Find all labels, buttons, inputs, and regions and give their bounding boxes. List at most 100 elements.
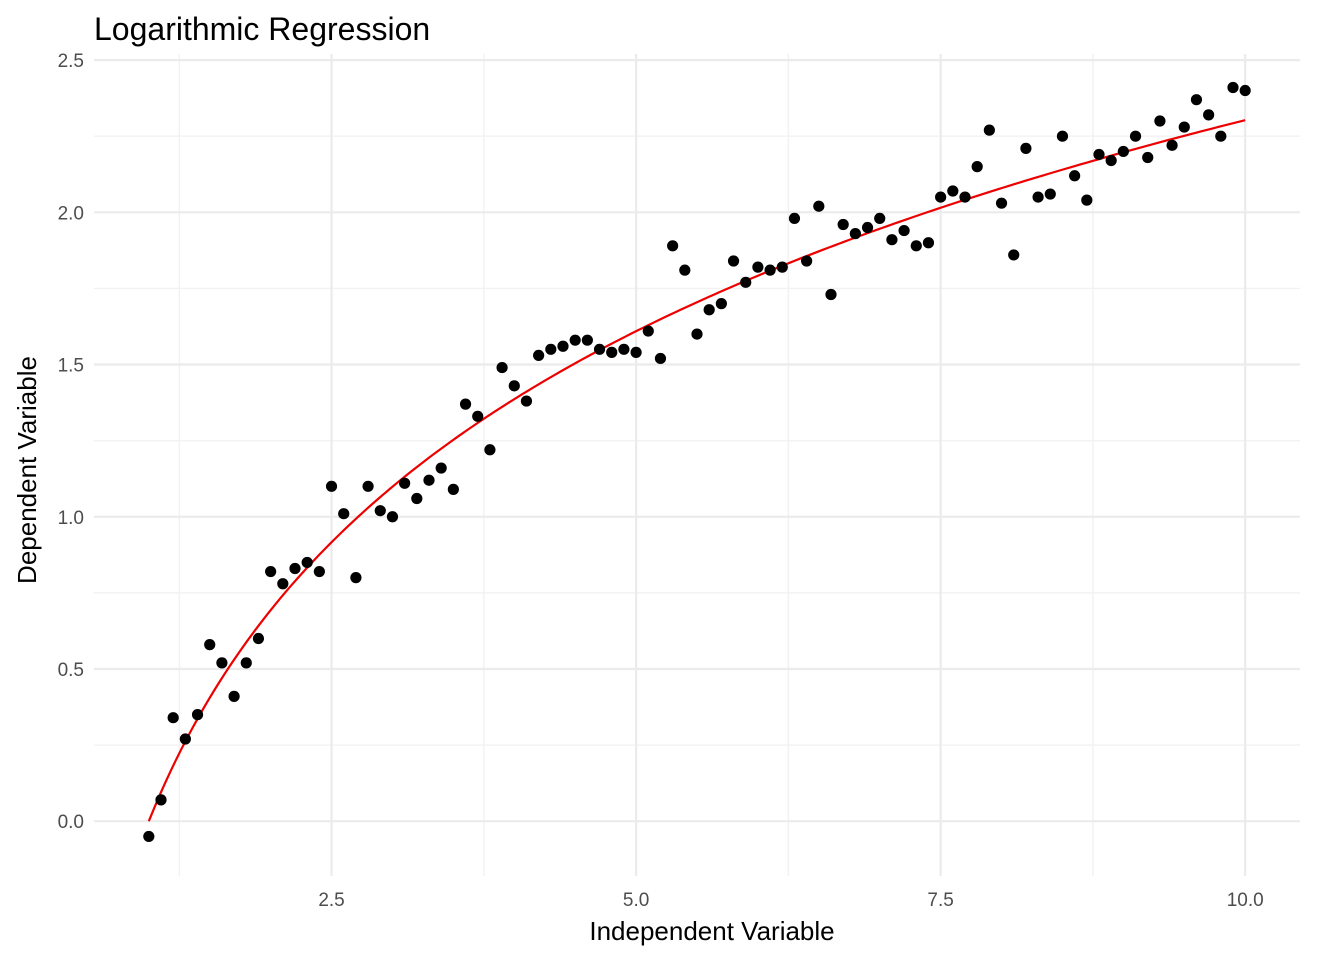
data-point xyxy=(1069,170,1081,182)
data-point xyxy=(861,221,874,234)
data-point xyxy=(191,709,204,721)
data-point xyxy=(849,228,861,240)
data-point xyxy=(1093,148,1105,161)
data-point xyxy=(557,340,569,352)
data-point xyxy=(1178,121,1190,133)
data-point xyxy=(959,191,971,203)
data-point xyxy=(691,328,703,340)
ticks-layer: 2.5 5.0 7.5 10.0 0.0 0.5 1.0 1.5 2.0 2.5 xyxy=(58,51,1264,911)
data-point xyxy=(1190,94,1203,106)
data-point xyxy=(971,161,983,173)
data-point xyxy=(910,240,922,252)
data-point xyxy=(606,346,618,358)
data-point xyxy=(922,237,935,249)
data-point xyxy=(447,483,459,495)
x-axis-title: Independent Variable xyxy=(589,916,834,946)
data-point xyxy=(825,288,837,301)
grid xyxy=(94,54,1300,876)
data-point xyxy=(874,212,886,224)
data-point xyxy=(472,410,484,422)
fit-layer xyxy=(147,119,1246,822)
data-point xyxy=(618,343,630,355)
data-point xyxy=(995,197,1008,209)
data-point xyxy=(764,264,776,276)
points-layer xyxy=(143,81,1251,843)
data-point xyxy=(265,565,277,578)
data-point xyxy=(1239,84,1251,97)
data-point xyxy=(886,234,898,246)
data-point xyxy=(679,264,691,276)
data-point xyxy=(1105,154,1117,167)
data-point xyxy=(350,572,362,584)
y-axis-title: Dependent Variable xyxy=(12,356,42,584)
data-point xyxy=(484,444,496,456)
data-point xyxy=(520,395,533,407)
data-point xyxy=(813,200,825,212)
data-point xyxy=(1044,188,1056,200)
x-tick-label: 2.5 xyxy=(318,890,344,911)
data-point xyxy=(1056,130,1069,142)
data-point xyxy=(289,562,301,575)
data-point xyxy=(1166,139,1178,151)
data-point xyxy=(752,261,764,273)
data-point xyxy=(374,505,386,517)
data-point xyxy=(325,480,338,492)
data-point xyxy=(204,639,216,651)
data-point xyxy=(983,124,995,136)
data-point xyxy=(399,477,411,489)
data-point xyxy=(1020,142,1032,154)
data-point xyxy=(703,304,715,316)
data-point xyxy=(459,398,472,410)
data-point xyxy=(947,185,959,197)
data-point xyxy=(1142,151,1154,164)
data-point xyxy=(727,255,740,267)
data-point xyxy=(1215,130,1227,142)
data-point xyxy=(167,712,179,724)
data-point xyxy=(240,657,252,669)
data-point xyxy=(508,380,520,392)
data-point xyxy=(1117,145,1129,158)
data-point xyxy=(277,578,289,590)
data-point xyxy=(301,556,313,569)
data-point xyxy=(411,492,423,505)
data-point xyxy=(801,255,813,267)
data-point xyxy=(155,794,167,806)
data-point xyxy=(216,657,228,669)
data-point xyxy=(1227,81,1239,94)
data-point xyxy=(642,325,654,337)
data-point xyxy=(1129,130,1142,142)
data-point xyxy=(837,218,849,231)
data-point xyxy=(715,298,727,310)
data-point xyxy=(788,212,801,224)
data-point xyxy=(1203,109,1215,121)
data-point xyxy=(228,690,240,702)
data-point xyxy=(569,334,581,346)
chart-title: Logarithmic Regression xyxy=(94,11,430,47)
data-point xyxy=(776,261,788,273)
data-point xyxy=(533,349,545,361)
data-point xyxy=(667,240,679,252)
data-point xyxy=(581,334,593,346)
data-point xyxy=(1154,115,1166,127)
data-point xyxy=(545,343,557,355)
data-point xyxy=(313,565,325,578)
data-point xyxy=(179,733,191,745)
x-tick-label: 7.5 xyxy=(927,890,953,911)
data-point xyxy=(496,361,508,374)
y-tick-label: 0.0 xyxy=(58,812,84,833)
data-point xyxy=(898,224,910,237)
x-tick-label: 5.0 xyxy=(623,890,649,911)
y-tick-label: 2.0 xyxy=(58,203,84,224)
data-point xyxy=(1008,249,1020,261)
data-point xyxy=(630,346,642,358)
y-tick-label: 1.5 xyxy=(58,356,84,377)
data-point xyxy=(143,830,155,843)
data-point xyxy=(654,352,667,365)
y-tick-label: 1.0 xyxy=(58,508,84,529)
y-tick-label: 0.5 xyxy=(58,660,84,681)
data-point xyxy=(1081,194,1093,206)
data-point xyxy=(740,276,752,288)
data-point xyxy=(593,343,606,355)
data-point xyxy=(435,462,447,474)
